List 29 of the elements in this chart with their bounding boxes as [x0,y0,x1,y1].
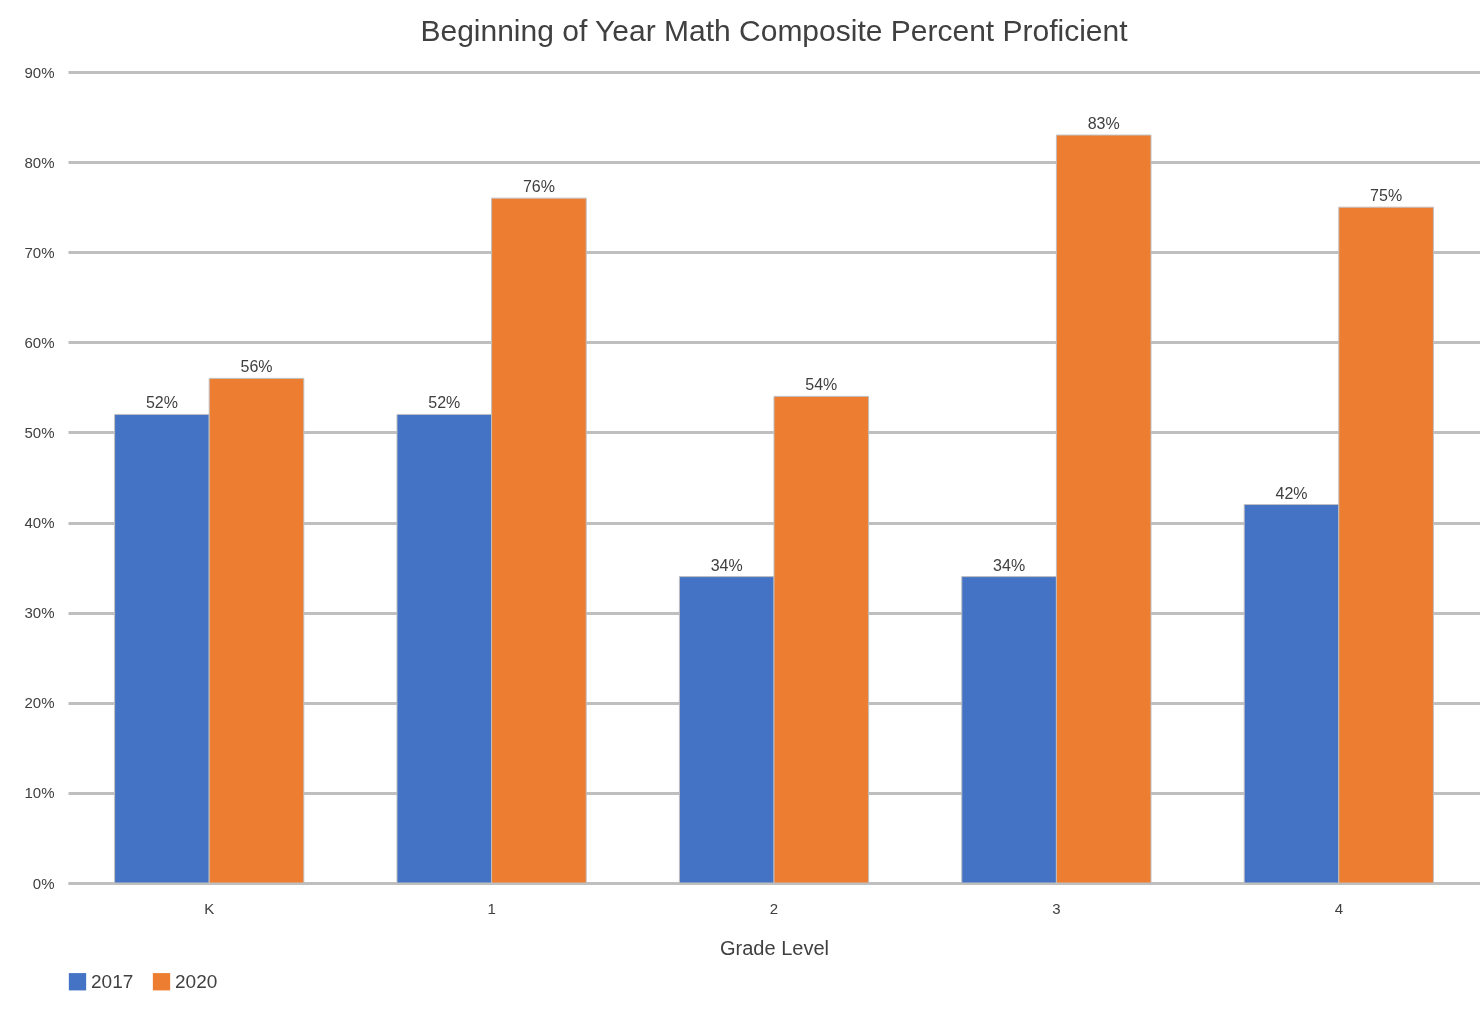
data-label: 54% [805,376,838,394]
data-label: 34% [710,556,743,574]
legend-label: 2017 [91,970,134,992]
y-tick-label: 30% [24,604,55,622]
y-tick-label: 40% [24,514,55,532]
y-tick-label: 60% [24,333,55,351]
data-label: 56% [240,358,273,376]
x-tick-label: 1 [487,899,496,917]
data-label: 42% [1275,484,1308,502]
data-label: 75% [1370,187,1403,205]
data-label: 34% [993,556,1026,574]
data-label: 52% [428,394,461,412]
data-label: 52% [145,394,178,412]
y-tick-label: 50% [24,423,55,441]
x-tick-label: 3 [1052,899,1061,917]
y-tick-label: 80% [24,153,55,171]
y-tick-label: 10% [24,784,55,802]
data-label: 76% [522,178,555,196]
legend-label: 2020 [175,970,218,992]
x-axis-title: Grade Level [720,936,829,959]
y-tick-label: 0% [32,874,55,892]
chart-title: Beginning of Year Math Composite Percent Proficient [420,14,1129,47]
x-tick-label: 2 [769,899,779,917]
y-tick-label: 90% [24,63,55,81]
data-label: 83% [1087,115,1120,133]
x-tick-label: 4 [1334,899,1343,917]
y-tick-label: 20% [24,694,55,712]
y-tick-label: 70% [24,243,55,261]
x-tick-label: K [204,899,215,917]
